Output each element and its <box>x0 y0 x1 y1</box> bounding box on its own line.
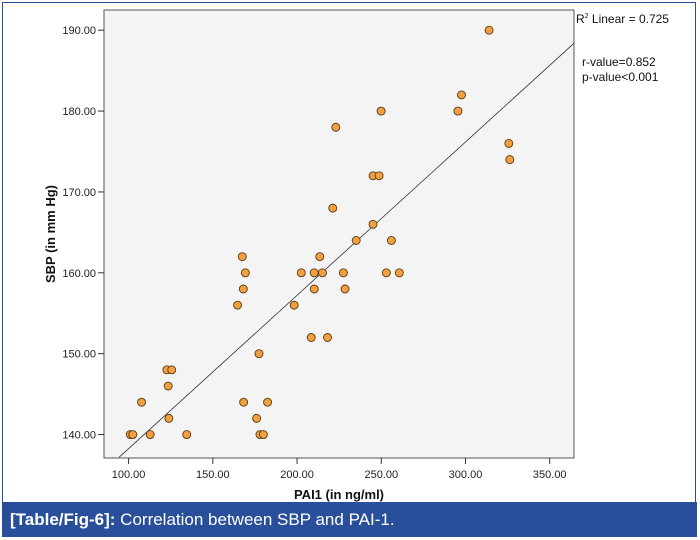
data-point <box>374 171 384 181</box>
data-point <box>328 203 338 213</box>
x-tick-label: 200.00 <box>280 469 314 481</box>
data-point <box>453 106 463 116</box>
data-point <box>318 268 327 278</box>
p-value-annotation: p-value<0.001 <box>582 70 659 84</box>
x-tick-label: 100.00 <box>112 469 146 481</box>
data-point <box>323 333 332 342</box>
caption-label: [Table/Fig-6]: <box>10 510 116 529</box>
y-tick-label: 190.00 <box>62 25 96 37</box>
data-point <box>338 268 348 278</box>
x-axis-label: PAI1 (in ng/ml) <box>294 487 384 502</box>
r2-prefix: R <box>576 12 585 26</box>
data-point <box>309 284 319 294</box>
data-point <box>258 430 268 439</box>
x-tick-label: 300.00 <box>449 469 483 481</box>
x-tick-label: 150.00 <box>196 469 230 481</box>
data-point <box>289 300 299 310</box>
y-axis-label: SBP (in mm Hg) <box>43 185 58 283</box>
x-tick-label: 350.00 <box>533 469 567 481</box>
data-point <box>164 413 174 423</box>
caption-text: Correlation between SBP and PAI-1. <box>115 510 395 529</box>
data-point <box>238 284 248 294</box>
r-value-annotation: r-value=0.852 <box>582 55 656 69</box>
y-tick-label: 170.00 <box>62 187 96 199</box>
data-point <box>504 138 514 148</box>
figure-frame <box>2 2 696 502</box>
figure-caption: [Table/Fig-6]: Correlation between SBP a… <box>2 502 697 537</box>
data-point <box>394 268 404 278</box>
data-point <box>306 333 316 342</box>
data-point <box>386 236 396 245</box>
data-point <box>457 90 466 100</box>
data-point <box>137 397 147 407</box>
y-tick-label: 150.00 <box>62 349 96 361</box>
data-point <box>376 106 386 116</box>
data-point <box>252 413 262 423</box>
data-point <box>182 430 192 439</box>
data-point <box>368 219 378 229</box>
data-point <box>233 300 243 310</box>
data-point <box>351 236 361 245</box>
x-tick-label: 250.00 <box>364 469 398 481</box>
data-point <box>145 430 155 439</box>
data-point <box>263 397 273 407</box>
data-point <box>167 365 177 375</box>
data-point <box>128 430 138 439</box>
regression-line <box>118 42 575 458</box>
data-point <box>505 155 515 165</box>
r2-superscript: 2 <box>585 13 589 20</box>
data-point <box>381 268 391 278</box>
data-point <box>296 268 306 278</box>
y-tick-label: 180.00 <box>62 106 96 118</box>
data-point <box>309 268 319 278</box>
data-point <box>484 25 494 35</box>
data-point <box>240 268 250 278</box>
data-point <box>239 397 249 407</box>
y-tick-label: 160.00 <box>62 268 96 280</box>
data-point <box>163 381 173 391</box>
data-point <box>331 122 341 132</box>
y-tick-label: 140.00 <box>62 430 96 442</box>
data-point <box>340 284 350 294</box>
plot-area <box>103 9 575 459</box>
r2-annotation: R2 Linear = 0.725 <box>576 12 669 26</box>
data-point <box>254 349 264 359</box>
r2-value: Linear = 0.725 <box>589 12 670 26</box>
data-point <box>237 252 247 262</box>
data-point <box>315 252 325 262</box>
